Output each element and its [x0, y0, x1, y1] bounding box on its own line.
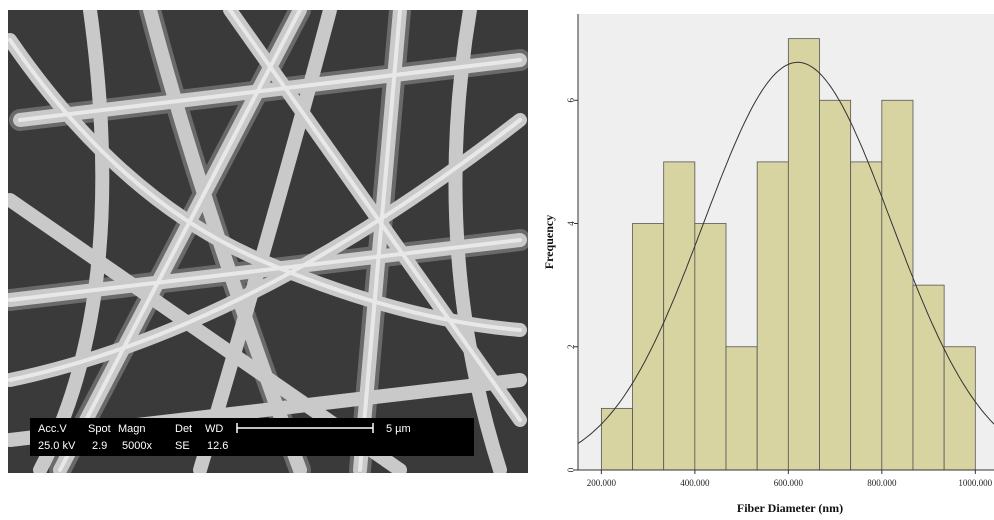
x-tick-label: 800.000 [867, 478, 897, 488]
x-axis-label: Fiber Diameter (nm) [737, 501, 843, 515]
bar [881, 99, 914, 471]
bar [600, 407, 633, 471]
y-tick-label: 0 [566, 467, 576, 472]
info-value: 5000x [122, 440, 152, 452]
histogram: 0 2 4 6 200.000 400.000 600.000 800.000 1000.000 [566, 14, 994, 488]
bar [787, 38, 820, 471]
x-tick-label: 200.000 [587, 478, 617, 488]
bar [663, 161, 696, 471]
sem-image: Acc.V Spot Magn Det WD 25.0 kV 2.9 5000x… [8, 10, 528, 473]
bar [912, 284, 945, 471]
info-label: Acc.V [38, 423, 67, 435]
info-label: Magn [118, 423, 146, 435]
y-tick-label: 2 [566, 345, 576, 350]
y-tick-label: 4 [566, 221, 576, 226]
info-label: Spot [88, 423, 111, 435]
x-tick-label: 1000.000 [958, 478, 992, 488]
scale-bar [236, 423, 374, 433]
bar [694, 223, 727, 471]
bar [819, 99, 852, 471]
bar [725, 346, 758, 471]
normal-curve [577, 61, 994, 444]
bar [943, 346, 976, 471]
info-value: 25.0 kV [38, 440, 76, 452]
bar [632, 223, 665, 471]
scale-bar-label: 5 µm [386, 423, 411, 435]
info-value: 2.9 [92, 440, 107, 452]
info-value: SE [175, 440, 190, 452]
bar [850, 161, 883, 471]
y-tick-label: 6 [566, 98, 576, 103]
x-tick-label: 400.000 [680, 478, 710, 488]
info-value: 12.6 [207, 440, 228, 452]
info-label: WD [205, 423, 223, 435]
bar [756, 161, 789, 471]
info-label: Det [175, 423, 192, 435]
y-axis-label: Frequency [542, 215, 556, 269]
x-tick-label: 600.000 [774, 478, 804, 488]
